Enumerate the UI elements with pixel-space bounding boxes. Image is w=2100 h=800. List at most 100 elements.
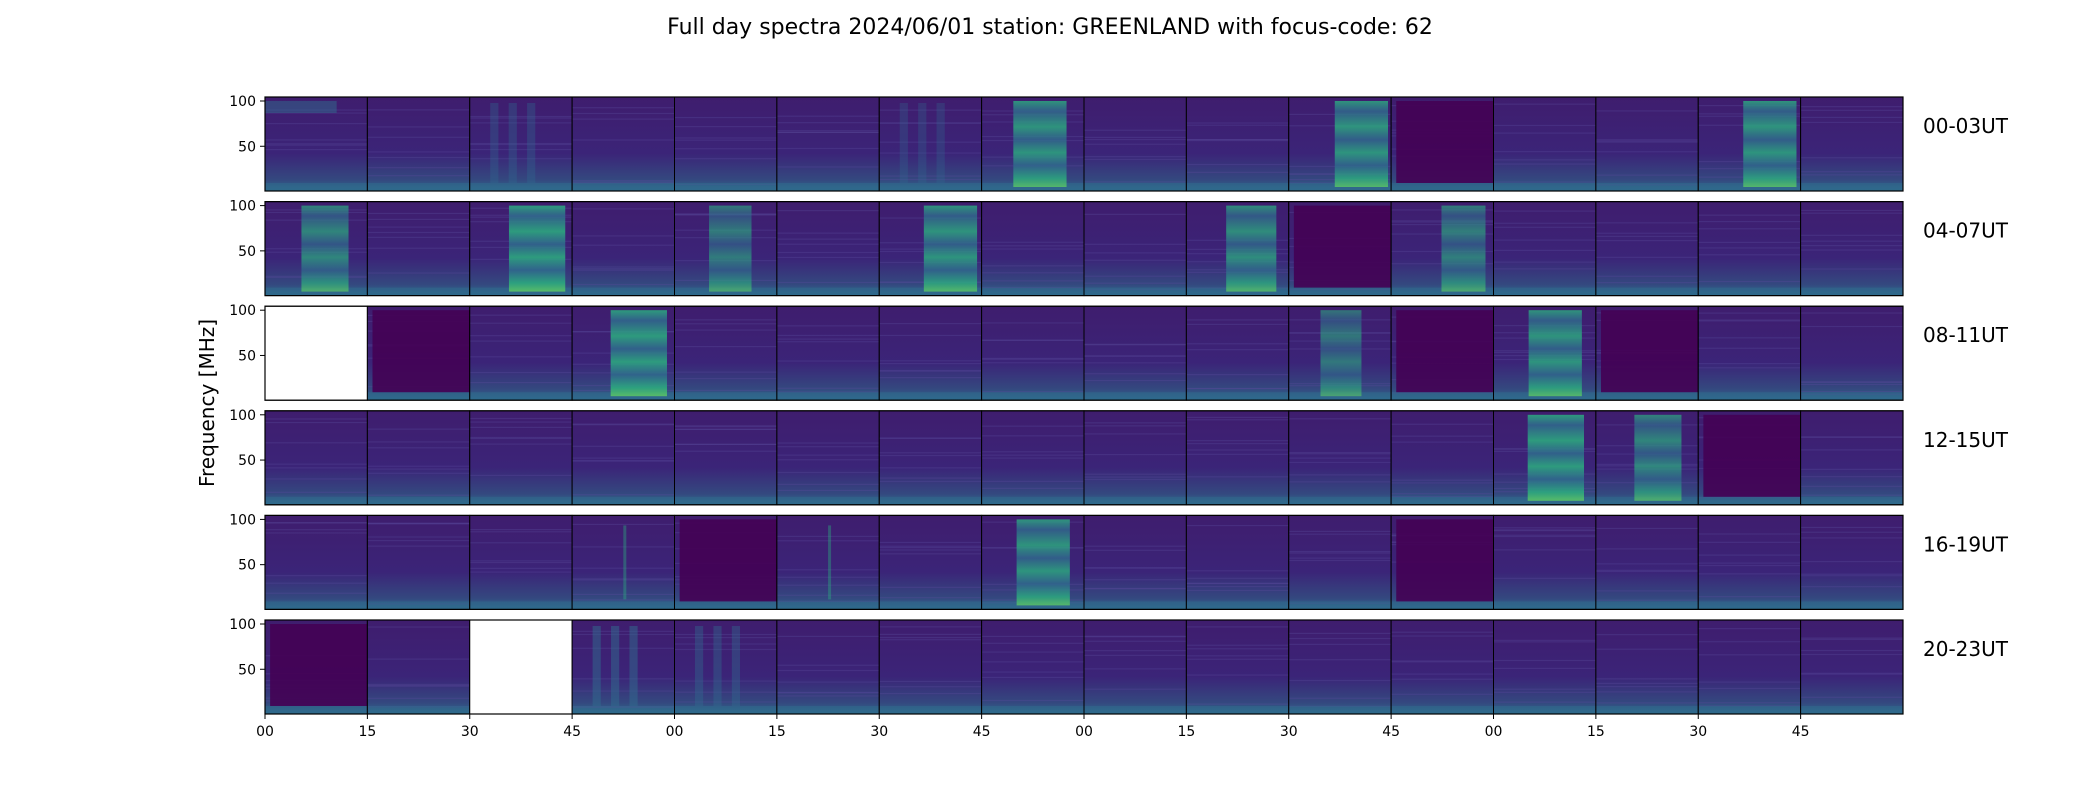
- striation: [1800, 485, 1903, 487]
- striation: [469, 340, 573, 342]
- spectrum-panel: [981, 201, 1085, 297]
- spectrum-panel: [776, 305, 880, 401]
- spectrum-panel: [571, 201, 675, 297]
- striation: [367, 685, 470, 687]
- striation: [1595, 527, 1699, 530]
- spectrum-panel: [264, 619, 368, 715]
- striation: [1595, 256, 1699, 258]
- striation: [1084, 476, 1187, 478]
- striation: [981, 635, 1084, 638]
- spectrum-panel: [674, 305, 778, 401]
- row-time-label: 08-11UT: [1923, 323, 2009, 347]
- low-band: [572, 706, 675, 712]
- panel-background: [1288, 515, 1392, 610]
- burst-stripe: [592, 626, 601, 706]
- striation: [469, 335, 573, 337]
- striation: [674, 371, 777, 373]
- striation: [367, 109, 470, 111]
- row-frame: [264, 514, 1904, 611]
- striation: [674, 319, 777, 321]
- striation: [367, 539, 470, 542]
- striation: [1186, 674, 1289, 676]
- striation: [1493, 529, 1596, 532]
- striation: [1186, 476, 1289, 478]
- striation: [1084, 275, 1187, 277]
- striation: [1084, 636, 1187, 638]
- low-band: [1288, 496, 1392, 503]
- low-band: [265, 706, 368, 712]
- spectrum-panel: [1800, 96, 1904, 192]
- striation: [367, 685, 470, 687]
- spectrum-panel: [1697, 619, 1802, 715]
- striation: [879, 141, 982, 143]
- striation: [1084, 549, 1187, 551]
- striation: [879, 376, 982, 379]
- striation: [1595, 678, 1699, 680]
- striation: [981, 642, 1084, 644]
- striation: [1493, 210, 1596, 212]
- striation: [1084, 422, 1187, 424]
- striation: [469, 542, 573, 544]
- burst-stripe: [918, 103, 927, 183]
- striation: [1493, 529, 1596, 531]
- y-tick-label: 50: [238, 453, 256, 469]
- striation: [367, 175, 470, 177]
- striation: [265, 529, 368, 531]
- spectrum-panel: [1083, 201, 1187, 297]
- spectra-rows: 100 50 00-03UT 100 50 04-07UT 100 50 08-11UT 100 5…: [229, 94, 2009, 715]
- striation: [572, 107, 675, 109]
- striation: [1186, 570, 1289, 572]
- spectrum-panel: [1390, 619, 1494, 715]
- striation: [367, 167, 470, 169]
- low-band: [674, 601, 777, 608]
- striation: [469, 117, 573, 119]
- spectrum-panel: [469, 201, 573, 297]
- striation: [469, 426, 573, 429]
- low-band: [1391, 496, 1494, 503]
- spectrum-panel: [1288, 410, 1392, 506]
- striation: [367, 156, 470, 159]
- striation: [1186, 124, 1289, 126]
- y-tick-label: 50: [238, 662, 256, 678]
- striation: [1698, 347, 1801, 349]
- radio-burst: [1013, 101, 1067, 187]
- spectrum-panel: [878, 619, 983, 715]
- spectrum-panel: [1185, 96, 1290, 192]
- x-tick-label: 30: [461, 724, 479, 740]
- striation: [981, 676, 1084, 679]
- radio-burst: [1334, 101, 1389, 187]
- spectrum-panel: [674, 619, 778, 715]
- striation: [367, 231, 470, 234]
- striation: [674, 139, 777, 141]
- striation: [981, 322, 1084, 324]
- low-band: [1288, 706, 1392, 712]
- spectrum-panel: [1288, 305, 1392, 401]
- striation: [879, 360, 982, 362]
- striation: [1595, 685, 1699, 688]
- striation: [1800, 116, 1903, 119]
- panel-background: [367, 620, 470, 714]
- panel-background: [879, 97, 982, 191]
- striation: [265, 522, 368, 524]
- spectrum-panel: [1697, 514, 1802, 610]
- low-band: [367, 287, 470, 294]
- striation: [265, 532, 368, 534]
- row-frame: [264, 201, 1904, 297]
- low-band: [879, 183, 982, 189]
- striation: [1288, 451, 1392, 454]
- striation: [1800, 171, 1903, 173]
- striation: [879, 477, 982, 479]
- spectra-row: 100 50 12-15UT: [229, 408, 2009, 506]
- striation: [265, 143, 368, 145]
- striation: [469, 567, 573, 569]
- striation: [981, 241, 1084, 243]
- striation: [1391, 479, 1494, 481]
- striation: [1698, 337, 1801, 339]
- striation: [1698, 214, 1801, 216]
- striation: [776, 635, 880, 637]
- striation: [1595, 151, 1699, 153]
- radio-burst: [1320, 310, 1362, 397]
- panel-background: [879, 306, 982, 401]
- striation: [879, 323, 982, 325]
- striation: [469, 417, 573, 420]
